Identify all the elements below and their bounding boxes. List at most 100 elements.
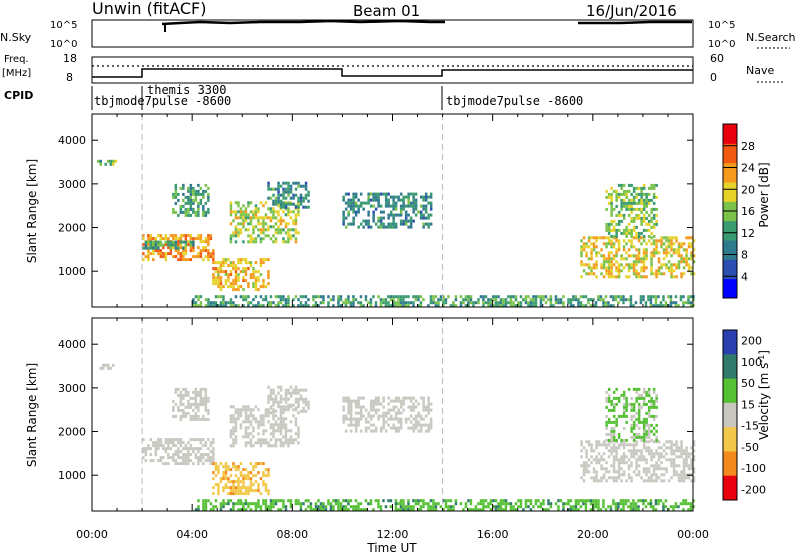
data-cell [197, 405, 200, 409]
data-cell [685, 461, 688, 465]
data-cell [474, 301, 478, 305]
data-cell [147, 249, 150, 253]
data-cell [427, 423, 430, 427]
data-cell [297, 207, 300, 211]
data-cell [259, 492, 263, 496]
power-data-cells [97, 114, 696, 308]
station-title: Unwin (fitACF) [92, 0, 206, 18]
data-cell [202, 438, 205, 442]
data-cell [657, 455, 661, 459]
data-cell [685, 257, 688, 261]
data-cell [642, 458, 646, 462]
data-cell [257, 276, 260, 280]
data-cell [482, 508, 485, 512]
data-cell [427, 399, 430, 403]
data-cell [650, 260, 653, 264]
data-cell [277, 184, 280, 188]
data-cell [422, 505, 425, 509]
data-cell [209, 441, 213, 445]
data-cell [590, 272, 593, 276]
data-cell [429, 192, 433, 196]
data-cell [627, 476, 631, 480]
data-cell [302, 196, 305, 200]
data-cell [512, 295, 515, 299]
data-cell [630, 455, 633, 459]
data-cell [184, 405, 188, 409]
data-cell [232, 405, 235, 409]
data-cell [449, 304, 453, 308]
data-cell [382, 499, 385, 503]
data-cell [680, 473, 683, 477]
data-cell [284, 505, 288, 509]
data-cell [692, 443, 696, 447]
data-cell [229, 489, 233, 493]
data-cell [402, 508, 405, 512]
data-cell [464, 304, 468, 308]
data-cell [429, 499, 433, 503]
data-cell [274, 196, 278, 200]
data-cell [544, 295, 548, 299]
data-cell [224, 465, 228, 469]
data-cell [174, 414, 178, 418]
data-cell [424, 207, 428, 211]
data-cell [580, 464, 583, 468]
data-cell [322, 301, 325, 305]
data-cell [652, 195, 656, 199]
data-cell [219, 285, 223, 289]
data-cell [237, 258, 240, 262]
data-cell [617, 399, 621, 403]
data-cell [424, 429, 428, 433]
colorbar-segment [723, 378, 737, 404]
data-cell [267, 471, 270, 475]
colorbar-segment [723, 427, 737, 452]
data-cell [687, 476, 691, 480]
data-cell [197, 462, 200, 466]
data-cell [279, 199, 283, 203]
data-cell [655, 239, 658, 243]
data-cell [645, 402, 648, 406]
data-cell [627, 499, 630, 503]
data-cell [229, 234, 233, 238]
data-cell [645, 251, 648, 255]
data-cell [587, 263, 591, 267]
data-cell [650, 476, 653, 480]
data-cell [417, 414, 420, 418]
data-cell [389, 426, 393, 430]
data-cell [642, 390, 646, 394]
data-cell [242, 219, 245, 223]
data-cell [687, 455, 691, 459]
data-cell [407, 417, 410, 421]
data-cell [602, 458, 606, 462]
data-cell [184, 246, 188, 250]
data-cell [625, 228, 628, 232]
data-cell [639, 298, 643, 302]
data-cell [229, 207, 233, 211]
data-cell [182, 459, 185, 463]
data-cell [212, 459, 215, 463]
data-cell [329, 298, 333, 302]
data-cell [625, 189, 628, 193]
data-cell [144, 246, 148, 250]
data-cell [549, 301, 553, 305]
data-cell [232, 508, 235, 512]
data-cell [187, 258, 190, 262]
data-cell [625, 192, 628, 196]
data-cell [284, 405, 288, 409]
data-cell [657, 467, 661, 471]
data-cell [444, 499, 448, 503]
data-cell [602, 452, 606, 456]
data-cell [157, 234, 160, 238]
data-cell [337, 301, 340, 305]
data-cell [492, 304, 495, 308]
data-cell [647, 502, 650, 506]
data-cell [192, 408, 195, 412]
data-cell [635, 254, 638, 258]
data-cell [397, 298, 400, 302]
cpid-mode-2: themis 3300 [147, 83, 226, 97]
data-cell [179, 204, 183, 208]
data-cell [357, 198, 360, 202]
data-cell [197, 304, 200, 308]
data-cell [682, 464, 686, 468]
data-cell [622, 452, 626, 456]
data-cell [294, 502, 298, 506]
